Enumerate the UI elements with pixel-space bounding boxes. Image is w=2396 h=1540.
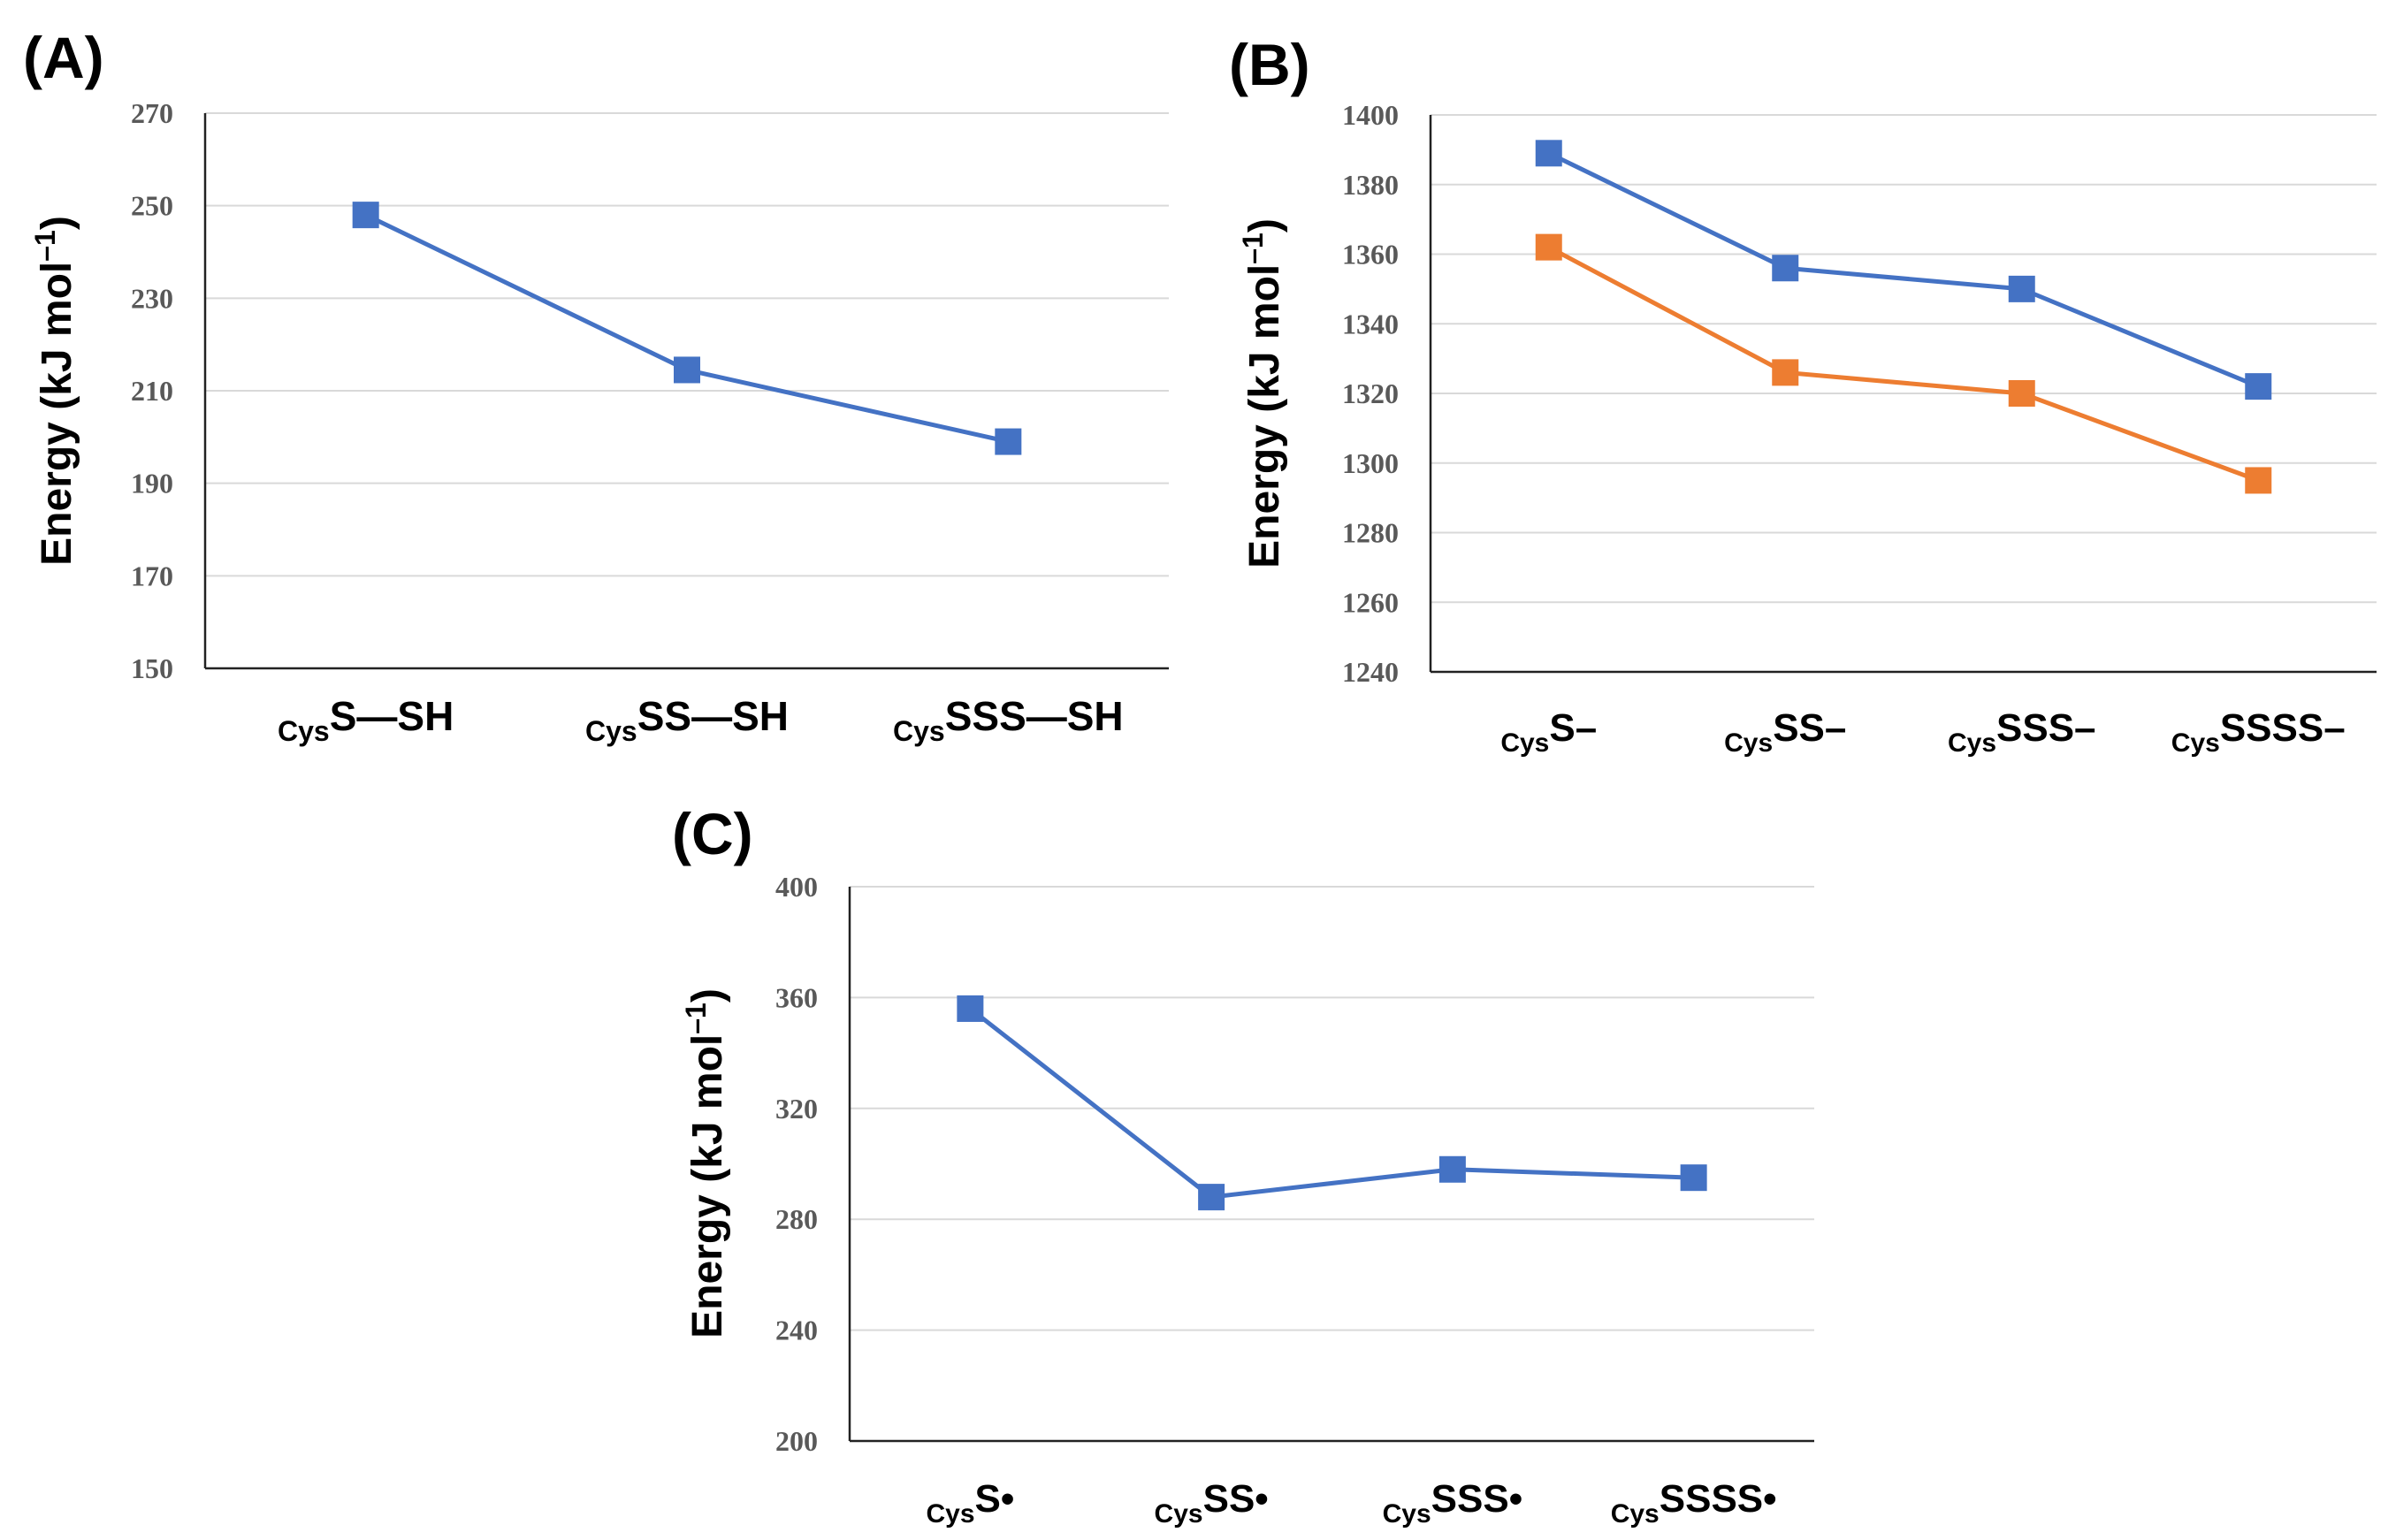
y-tick-label: 250: [131, 190, 173, 222]
series-line-1: [968, 1006, 1694, 1200]
chart-panel-3: (C) 200 240 280 320 360 400 Energy (kJ mol–1) Cy…: [672, 801, 1814, 1529]
panel-label: (C): [672, 801, 753, 866]
data-point-marker: [352, 202, 379, 229]
x-category-label: CysSSS—SH: [893, 693, 1124, 747]
data-point-marker: [1772, 359, 1799, 386]
series-line-1: [1547, 151, 2260, 389]
x-category-label: CysS–: [1500, 706, 1597, 758]
y-tick-label: 1360: [1342, 239, 1399, 271]
x-category-label: CysSSS•: [1383, 1477, 1523, 1529]
x-category-label: CysS—SH: [278, 693, 454, 747]
y-axis-title: Energy (kJ mol–1): [29, 216, 80, 566]
y-axis-title: Energy (kJ mol–1): [680, 988, 731, 1338]
data-point-marker: [674, 356, 700, 384]
y-tick-label: 1260: [1342, 586, 1399, 618]
y-axis-title: Energy (kJ mol–1): [1237, 218, 1288, 568]
x-category-label: CysSS•: [1155, 1477, 1269, 1529]
y-tick-label: 1280: [1342, 517, 1399, 549]
y-tick-label: 190: [131, 468, 173, 499]
series-line-2: [1547, 245, 2260, 483]
y-tick-label: 150: [131, 652, 173, 684]
panel-label: (B): [1229, 32, 1310, 97]
y-tick-label: 200: [775, 1425, 818, 1457]
y-tick-label: 1400: [1342, 99, 1399, 131]
data-point-marker: [995, 428, 1022, 455]
data-point-marker: [2008, 275, 2035, 302]
data-point-marker: [1438, 1155, 1466, 1183]
panel-label: (A): [23, 25, 104, 90]
chart-panel-1: (A) 150 170 190 210 230 250 270 Energy (kJ mol–1…: [23, 25, 1169, 747]
y-tick-label: 1300: [1342, 447, 1399, 479]
x-category-label: CysSSS–: [1948, 706, 2096, 758]
y-tick-label: 1380: [1342, 169, 1399, 201]
x-category-label: CysSS—SH: [585, 693, 789, 747]
chart-panel-2: (B) 1240 1260 1280 1300 1320 1340 1360 1380 1400 E…: [1229, 32, 2377, 758]
data-point-marker: [1535, 140, 1562, 167]
y-tick-label: 1240: [1342, 656, 1399, 688]
x-category-label: CysS•: [926, 1477, 1014, 1529]
y-tick-label: 170: [131, 560, 173, 591]
y-tick-label: 320: [775, 1093, 818, 1125]
x-category-label: CysSS–: [1724, 706, 1846, 758]
data-point-marker: [1680, 1164, 1707, 1192]
y-tick-label: 280: [775, 1203, 818, 1235]
data-point-marker: [957, 995, 984, 1022]
data-point-marker: [1198, 1184, 1225, 1211]
y-tick-label: 240: [775, 1315, 818, 1346]
y-tick-label: 210: [131, 375, 173, 407]
y-tick-label: 230: [131, 282, 173, 314]
data-point-marker: [2245, 467, 2272, 494]
y-tick-label: 1320: [1342, 377, 1399, 409]
y-tick-label: 1340: [1342, 308, 1399, 339]
data-point-marker: [2245, 373, 2272, 400]
y-tick-label: 400: [775, 871, 818, 903]
data-point-marker: [1535, 233, 1562, 261]
y-tick-label: 270: [131, 97, 173, 129]
data-point-marker: [1772, 255, 1799, 282]
data-point-marker: [2008, 380, 2035, 407]
x-category-label: CysSSSS•: [1611, 1477, 1777, 1529]
x-category-label: CysSSSS–: [2171, 706, 2346, 758]
y-tick-label: 360: [775, 981, 818, 1013]
series-line-1: [364, 212, 1009, 445]
